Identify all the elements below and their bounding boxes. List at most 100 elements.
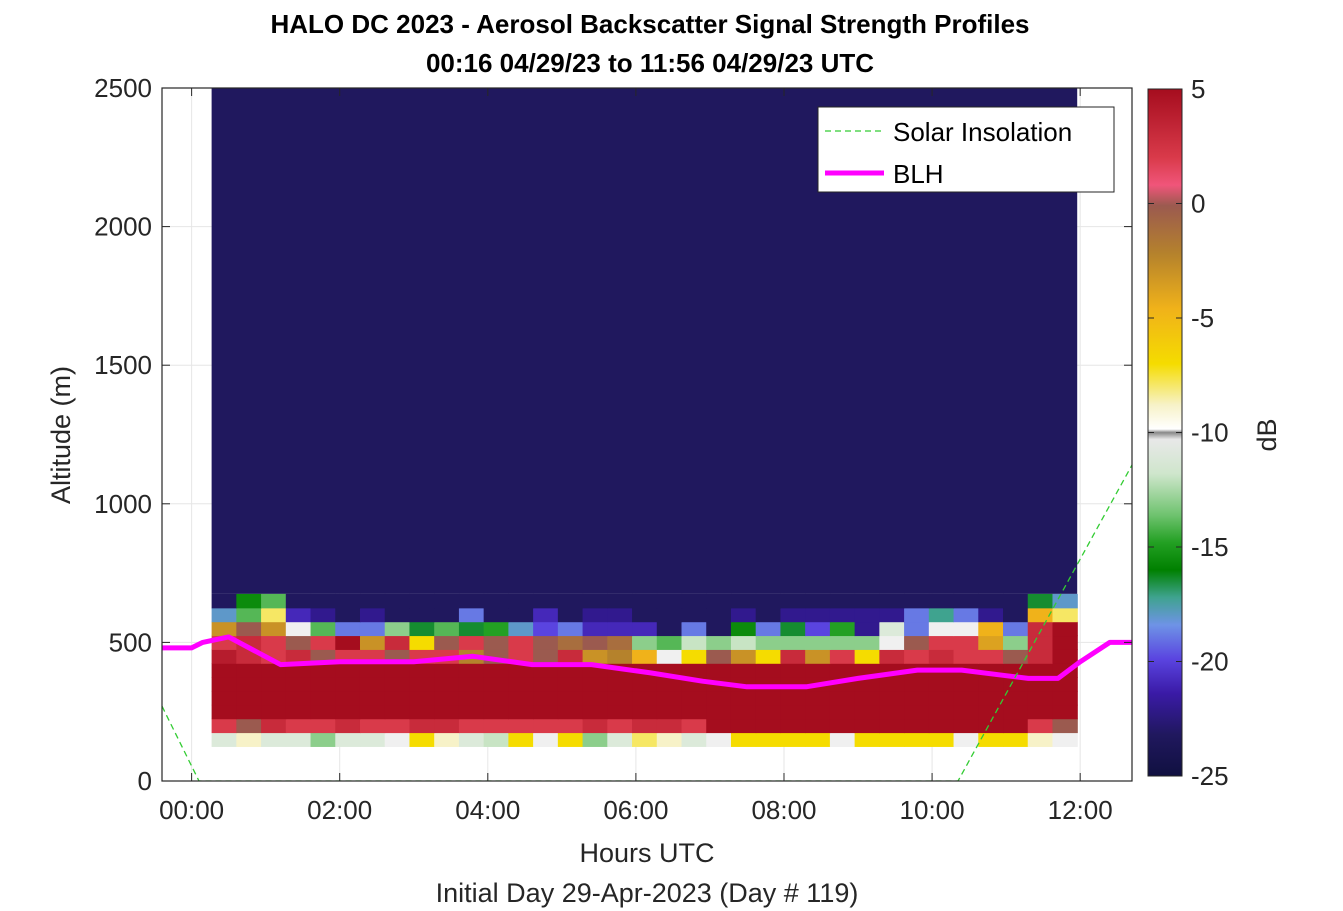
heatmap-cell (335, 704, 361, 720)
heatmap-cell (928, 621, 955, 637)
heatmap-cell (953, 635, 979, 650)
heatmap-cell (805, 663, 831, 678)
y-axis: 0 500 1000 1500 2000 2500 (94, 73, 1132, 796)
heatmap-cell (211, 732, 237, 747)
heatmap-cell (681, 621, 707, 637)
heatmap-cell (879, 718, 905, 734)
heatmap-cell (632, 621, 658, 637)
heatmap-cell (854, 690, 880, 706)
heatmap-cell (384, 593, 411, 609)
heatmap-cell (285, 621, 312, 637)
heatmap-cell (533, 718, 559, 734)
heatmap-cell (755, 718, 782, 734)
heatmap-cell (211, 621, 237, 637)
heatmap-cell (582, 621, 608, 637)
heatmap-cell (706, 704, 732, 720)
heatmap-cell (434, 635, 460, 650)
heatmap-cell (582, 607, 608, 623)
heatmap-cell (409, 593, 435, 609)
heatmap-cell (384, 718, 411, 734)
heatmap-cell (409, 690, 435, 706)
heatmap-cell (458, 677, 485, 692)
heatmap-cell (533, 649, 559, 664)
heatmap-cell (805, 593, 831, 609)
heatmap-cell (557, 704, 584, 720)
heatmap-cell (384, 621, 411, 637)
heatmap-cell (656, 635, 683, 650)
heatmap-cell (978, 593, 1004, 609)
heatmap-cell (533, 635, 559, 650)
heatmap-cell (335, 593, 361, 609)
heatmap-cell (557, 621, 584, 637)
heatmap-cell (730, 663, 757, 678)
heatmap-cell (384, 635, 411, 650)
heatmap-cell (434, 663, 460, 678)
heatmap-cell (681, 607, 707, 623)
heatmap-cell (953, 677, 979, 692)
heatmap-cell (1027, 593, 1054, 609)
heatmap-cell (829, 635, 856, 650)
heatmap-cell (557, 677, 584, 692)
heatmap-cell (829, 704, 856, 720)
plot-frame (161, 87, 1133, 782)
heatmap-cell (755, 677, 782, 692)
heatmap-cell (730, 732, 757, 747)
heatmap-cell (681, 593, 707, 609)
y-tick-label: 2000 (94, 212, 152, 242)
heatmap-cell (409, 732, 435, 747)
heatmap-cell (681, 704, 707, 720)
heatmap-cell (533, 621, 559, 637)
heatmap-cell (533, 607, 559, 623)
heatmap-cell (359, 663, 386, 678)
heatmap-cell (359, 718, 386, 734)
heatmap-cell (335, 621, 361, 637)
heatmap-cell (607, 677, 633, 692)
heatmap-cell (1003, 718, 1029, 734)
heatmap-cell (533, 690, 559, 706)
heatmap-cell (805, 704, 831, 720)
heatmap-cell (681, 663, 707, 678)
heatmap-cell (854, 732, 880, 747)
heatmap-cell (706, 690, 732, 706)
heatmap-cell (854, 607, 880, 623)
heatmap-cell (854, 621, 880, 637)
x-tick-label: 12:00 (1048, 795, 1113, 825)
heatmap-cell (434, 677, 460, 692)
heatmap-cell (953, 607, 979, 623)
heatmap-cell (261, 607, 287, 623)
heatmap-cell (285, 593, 312, 609)
heatmap-cell (261, 718, 287, 734)
heatmap-cell (211, 607, 237, 623)
x-tick-label: 06:00 (603, 795, 668, 825)
heatmap-cell (953, 718, 979, 734)
heatmap-cell (607, 718, 633, 734)
heatmap-cell (904, 649, 930, 664)
heatmap-cell (409, 718, 435, 734)
heatmap-cell (1027, 649, 1054, 664)
heatmap-cell (978, 635, 1004, 650)
heatmap-cell (829, 621, 856, 637)
heatmap-cell (978, 607, 1004, 623)
heatmap-cell (359, 635, 386, 650)
legend-box (817, 106, 1115, 193)
heatmap-cell (310, 732, 336, 747)
heatmap-cell (1027, 635, 1054, 650)
heatmap-cell (384, 663, 411, 678)
colorbar-tick-label: -25 (1191, 761, 1229, 791)
heatmap-cell (285, 690, 312, 706)
heatmap-cell (582, 593, 608, 609)
heatmap-cell (310, 718, 336, 734)
heatmap-cell (359, 593, 386, 609)
heatmap-cell (483, 718, 509, 734)
heatmap-cell (829, 593, 856, 609)
heatmap-cell (607, 593, 633, 609)
heatmap-cell (508, 704, 534, 720)
heatmap-cell (904, 621, 930, 637)
heatmap-cell (904, 704, 930, 720)
heatmap-cell (359, 607, 386, 623)
heatmap-cell (1052, 607, 1078, 623)
heatmap-cell (1027, 704, 1054, 720)
heatmap-cell (1003, 690, 1029, 706)
heatmap-cell (681, 649, 707, 664)
